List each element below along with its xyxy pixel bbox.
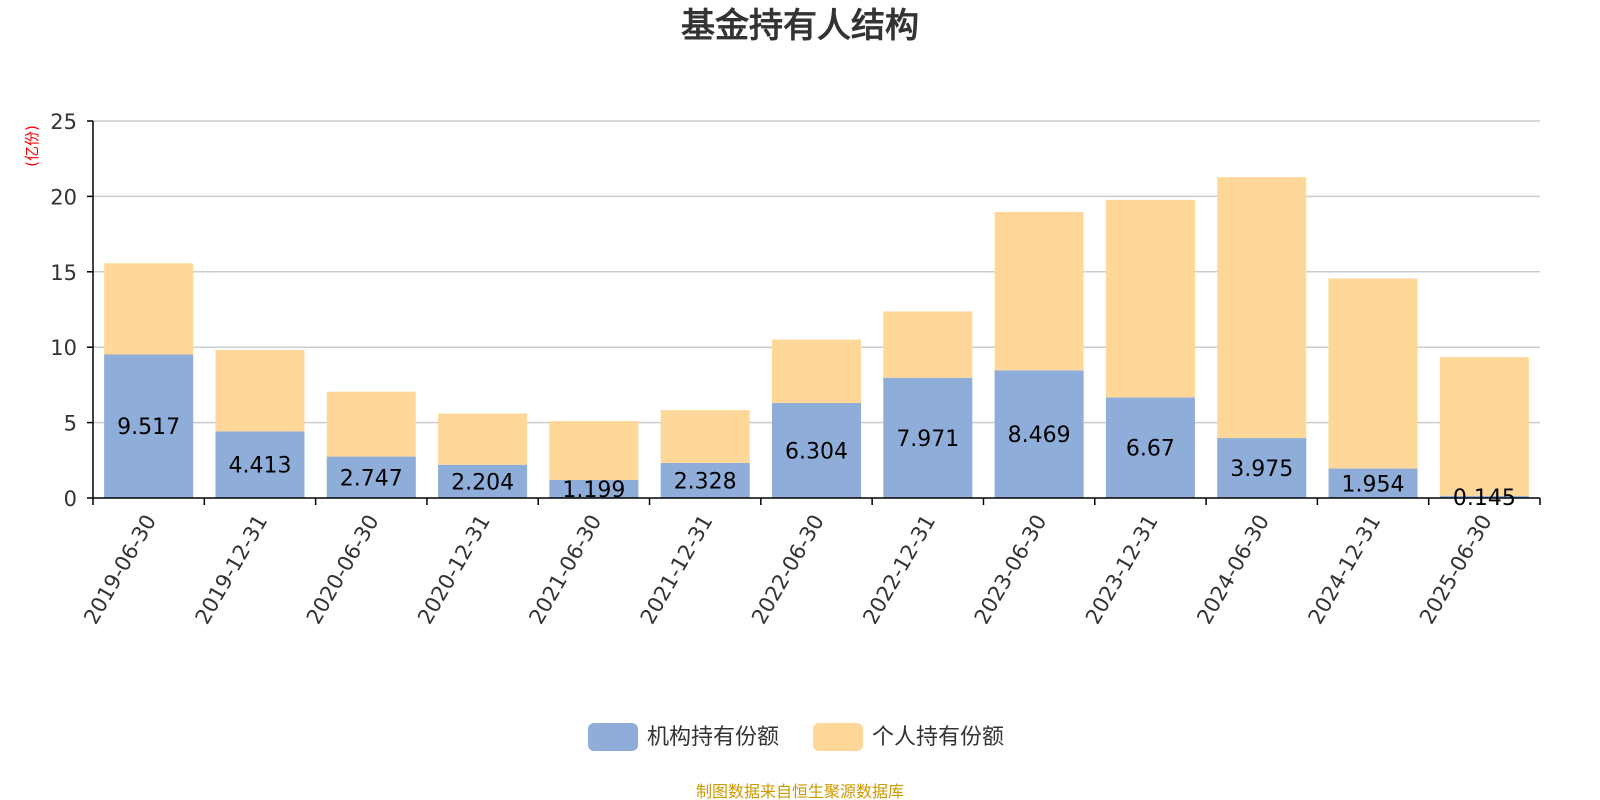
- bar-institutional: [1439, 495, 1529, 498]
- y-tick-label: 25: [50, 110, 77, 134]
- bar-institutional: [994, 370, 1084, 498]
- x-tick-label: 2021-06-30: [524, 511, 606, 629]
- legend-swatch-institutional: [588, 723, 638, 751]
- bar-value-label: 1.954: [1342, 472, 1405, 497]
- bar-institutional: [771, 402, 862, 498]
- x-tick-label: 2022-12-31: [858, 511, 940, 629]
- bar-institutional: [438, 464, 528, 498]
- bar-value-label: 9.517: [117, 415, 180, 440]
- bar-value-label: 2.328: [674, 469, 737, 494]
- bar-individual: [883, 311, 973, 378]
- bar-institutional: [660, 462, 750, 498]
- legend-label-institutional: 机构持有份额: [647, 725, 779, 750]
- x-tick-label: 2021-12-31: [636, 511, 718, 629]
- bar-institutional: [104, 354, 194, 498]
- bar-value-label: 6.67: [1126, 437, 1175, 462]
- x-tick-label: 2020-12-31: [413, 511, 495, 629]
- bar-individual: [104, 263, 194, 355]
- bar-individual: [1217, 177, 1307, 439]
- x-tick-label: 2019-06-30: [79, 511, 161, 629]
- legend: 机构持有份额 个人持有份额: [588, 723, 1004, 751]
- bar-value-label: 8.469: [1008, 423, 1071, 448]
- bar-individual: [549, 421, 639, 480]
- x-tick-label: 2019-12-31: [190, 511, 272, 629]
- x-tick-label: 2023-12-31: [1081, 511, 1163, 629]
- bar-institutional: [326, 456, 416, 498]
- bar-value-label: 2.204: [451, 470, 514, 495]
- y-tick-label: 0: [64, 487, 77, 511]
- x-tick-label: 2024-06-30: [1192, 511, 1274, 629]
- bar-institutional: [1328, 468, 1418, 498]
- bar-individual: [1328, 278, 1418, 469]
- bar-value-label: 6.304: [785, 439, 848, 464]
- bar-value-label: 3.975: [1230, 457, 1293, 482]
- data-labels: 9.517 4.413 2.747 2.204 1.199 2.328 6.304 7.971…: [117, 415, 1516, 511]
- bar-institutional: [1105, 397, 1195, 498]
- bar-individual: [1105, 199, 1195, 398]
- y-tick-label: 10: [50, 336, 77, 360]
- legend-swatch-individual: [813, 723, 863, 751]
- y-tick-label: 15: [50, 261, 77, 285]
- x-tick-label: 2020-06-30: [302, 511, 384, 629]
- x-tick-label: 2025-06-30: [1415, 511, 1497, 629]
- chart-title: 基金持有人结构: [681, 6, 919, 46]
- y-axis-unit-label: (亿份): [23, 125, 41, 167]
- y-tick-label: 5: [64, 412, 77, 436]
- bar-individual: [326, 391, 416, 457]
- bar-value-label: 2.747: [340, 466, 403, 491]
- bar-value-label: 4.413: [228, 454, 291, 479]
- x-tick-label: 2024-12-31: [1304, 511, 1386, 629]
- bar-institutional: [1217, 438, 1307, 498]
- legend-label-individual: 个人持有份额: [872, 725, 1004, 750]
- bar-value-label: 7.971: [896, 427, 959, 452]
- source-note: 制图数据来自恒生聚源数据库: [696, 782, 904, 800]
- bar-individual: [215, 350, 305, 432]
- bar-institutional: [549, 479, 639, 498]
- bar-individual: [771, 339, 862, 403]
- bar-value-label: 1.199: [562, 478, 625, 503]
- bars: [104, 177, 1529, 498]
- y-tick-label: 20: [50, 185, 77, 209]
- bar-institutional: [215, 431, 305, 498]
- bar-individual: [660, 410, 750, 463]
- bar-individual: [1439, 357, 1529, 496]
- x-tick-label: 2022-06-30: [747, 511, 829, 629]
- bar-individual: [994, 211, 1084, 371]
- bar-individual: [438, 413, 528, 465]
- x-tick-label: 2023-06-30: [970, 511, 1052, 629]
- bar-institutional: [883, 377, 973, 498]
